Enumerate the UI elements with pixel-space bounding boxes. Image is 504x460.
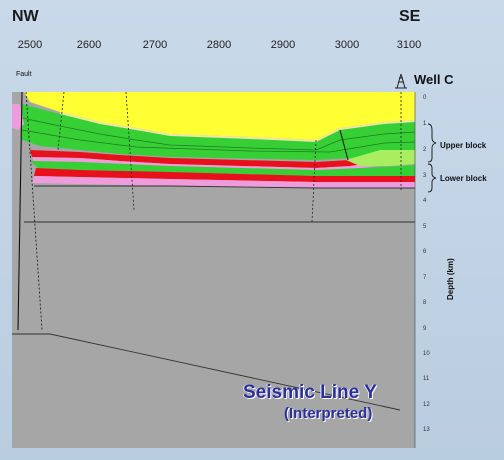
top-axis-tick: 2600 xyxy=(76,39,102,51)
horizon-line xyxy=(12,333,401,411)
depth-tick: 7 xyxy=(423,275,427,281)
section-title: Seismic Line Y xyxy=(243,382,377,403)
top-axis-tick: 2800 xyxy=(206,39,232,51)
top-axis-tick: 2900 xyxy=(270,39,296,51)
top-axis-tick: 2500 xyxy=(17,39,43,51)
red-band-lower xyxy=(34,168,415,182)
upper-block-bracket-icon xyxy=(427,123,437,163)
depth-tick: 2 xyxy=(423,147,427,153)
depth-axis-title: Depth (km) xyxy=(446,258,455,300)
depth-tick: 5 xyxy=(423,224,427,230)
horizon-line xyxy=(34,185,415,189)
top-axis-tick: 3100 xyxy=(396,39,422,51)
depth-tick: 9 xyxy=(423,326,427,332)
top-axis-tick: 2700 xyxy=(142,39,168,51)
depth-tick: 0 xyxy=(423,95,427,101)
depth-tick: 4 xyxy=(423,198,427,204)
section-subtitle: (Interpreted) xyxy=(284,405,373,422)
red-band-upper xyxy=(30,150,415,168)
well-derrick-icon xyxy=(395,73,407,89)
green-upper-layer xyxy=(22,104,415,160)
depth-tick: 6 xyxy=(423,249,427,255)
depth-tick: 12 xyxy=(423,402,430,408)
top-axis-tick: 3000 xyxy=(334,39,360,51)
depth-tick: 3 xyxy=(423,173,427,179)
depth-tick: 8 xyxy=(423,300,427,306)
depth-tick: 1 xyxy=(423,121,427,127)
direction-nw-label: NW xyxy=(12,8,39,25)
upper-block-label: Upper block xyxy=(440,141,487,150)
pink-band-lower xyxy=(32,176,415,188)
direction-se-label: SE xyxy=(399,8,421,25)
green-strata-line xyxy=(21,129,416,153)
depth-tick: 11 xyxy=(423,376,430,382)
fault-line xyxy=(339,129,349,161)
lower-block-label: Lower block xyxy=(440,174,487,183)
green-strata-line xyxy=(21,117,416,151)
fault-line-dashed xyxy=(57,91,65,151)
lower-block-bracket-icon xyxy=(427,163,437,193)
depth-tick: 13 xyxy=(423,427,430,433)
yellow-layer xyxy=(24,92,415,140)
well-label: Well C xyxy=(414,72,454,87)
fault-label: Fault xyxy=(16,71,32,78)
fault-line xyxy=(17,91,23,331)
depth-tick: 10 xyxy=(423,351,430,357)
fault-line-dashed xyxy=(311,139,317,223)
lime-lens xyxy=(346,150,415,166)
green-lower-layer xyxy=(30,161,415,176)
